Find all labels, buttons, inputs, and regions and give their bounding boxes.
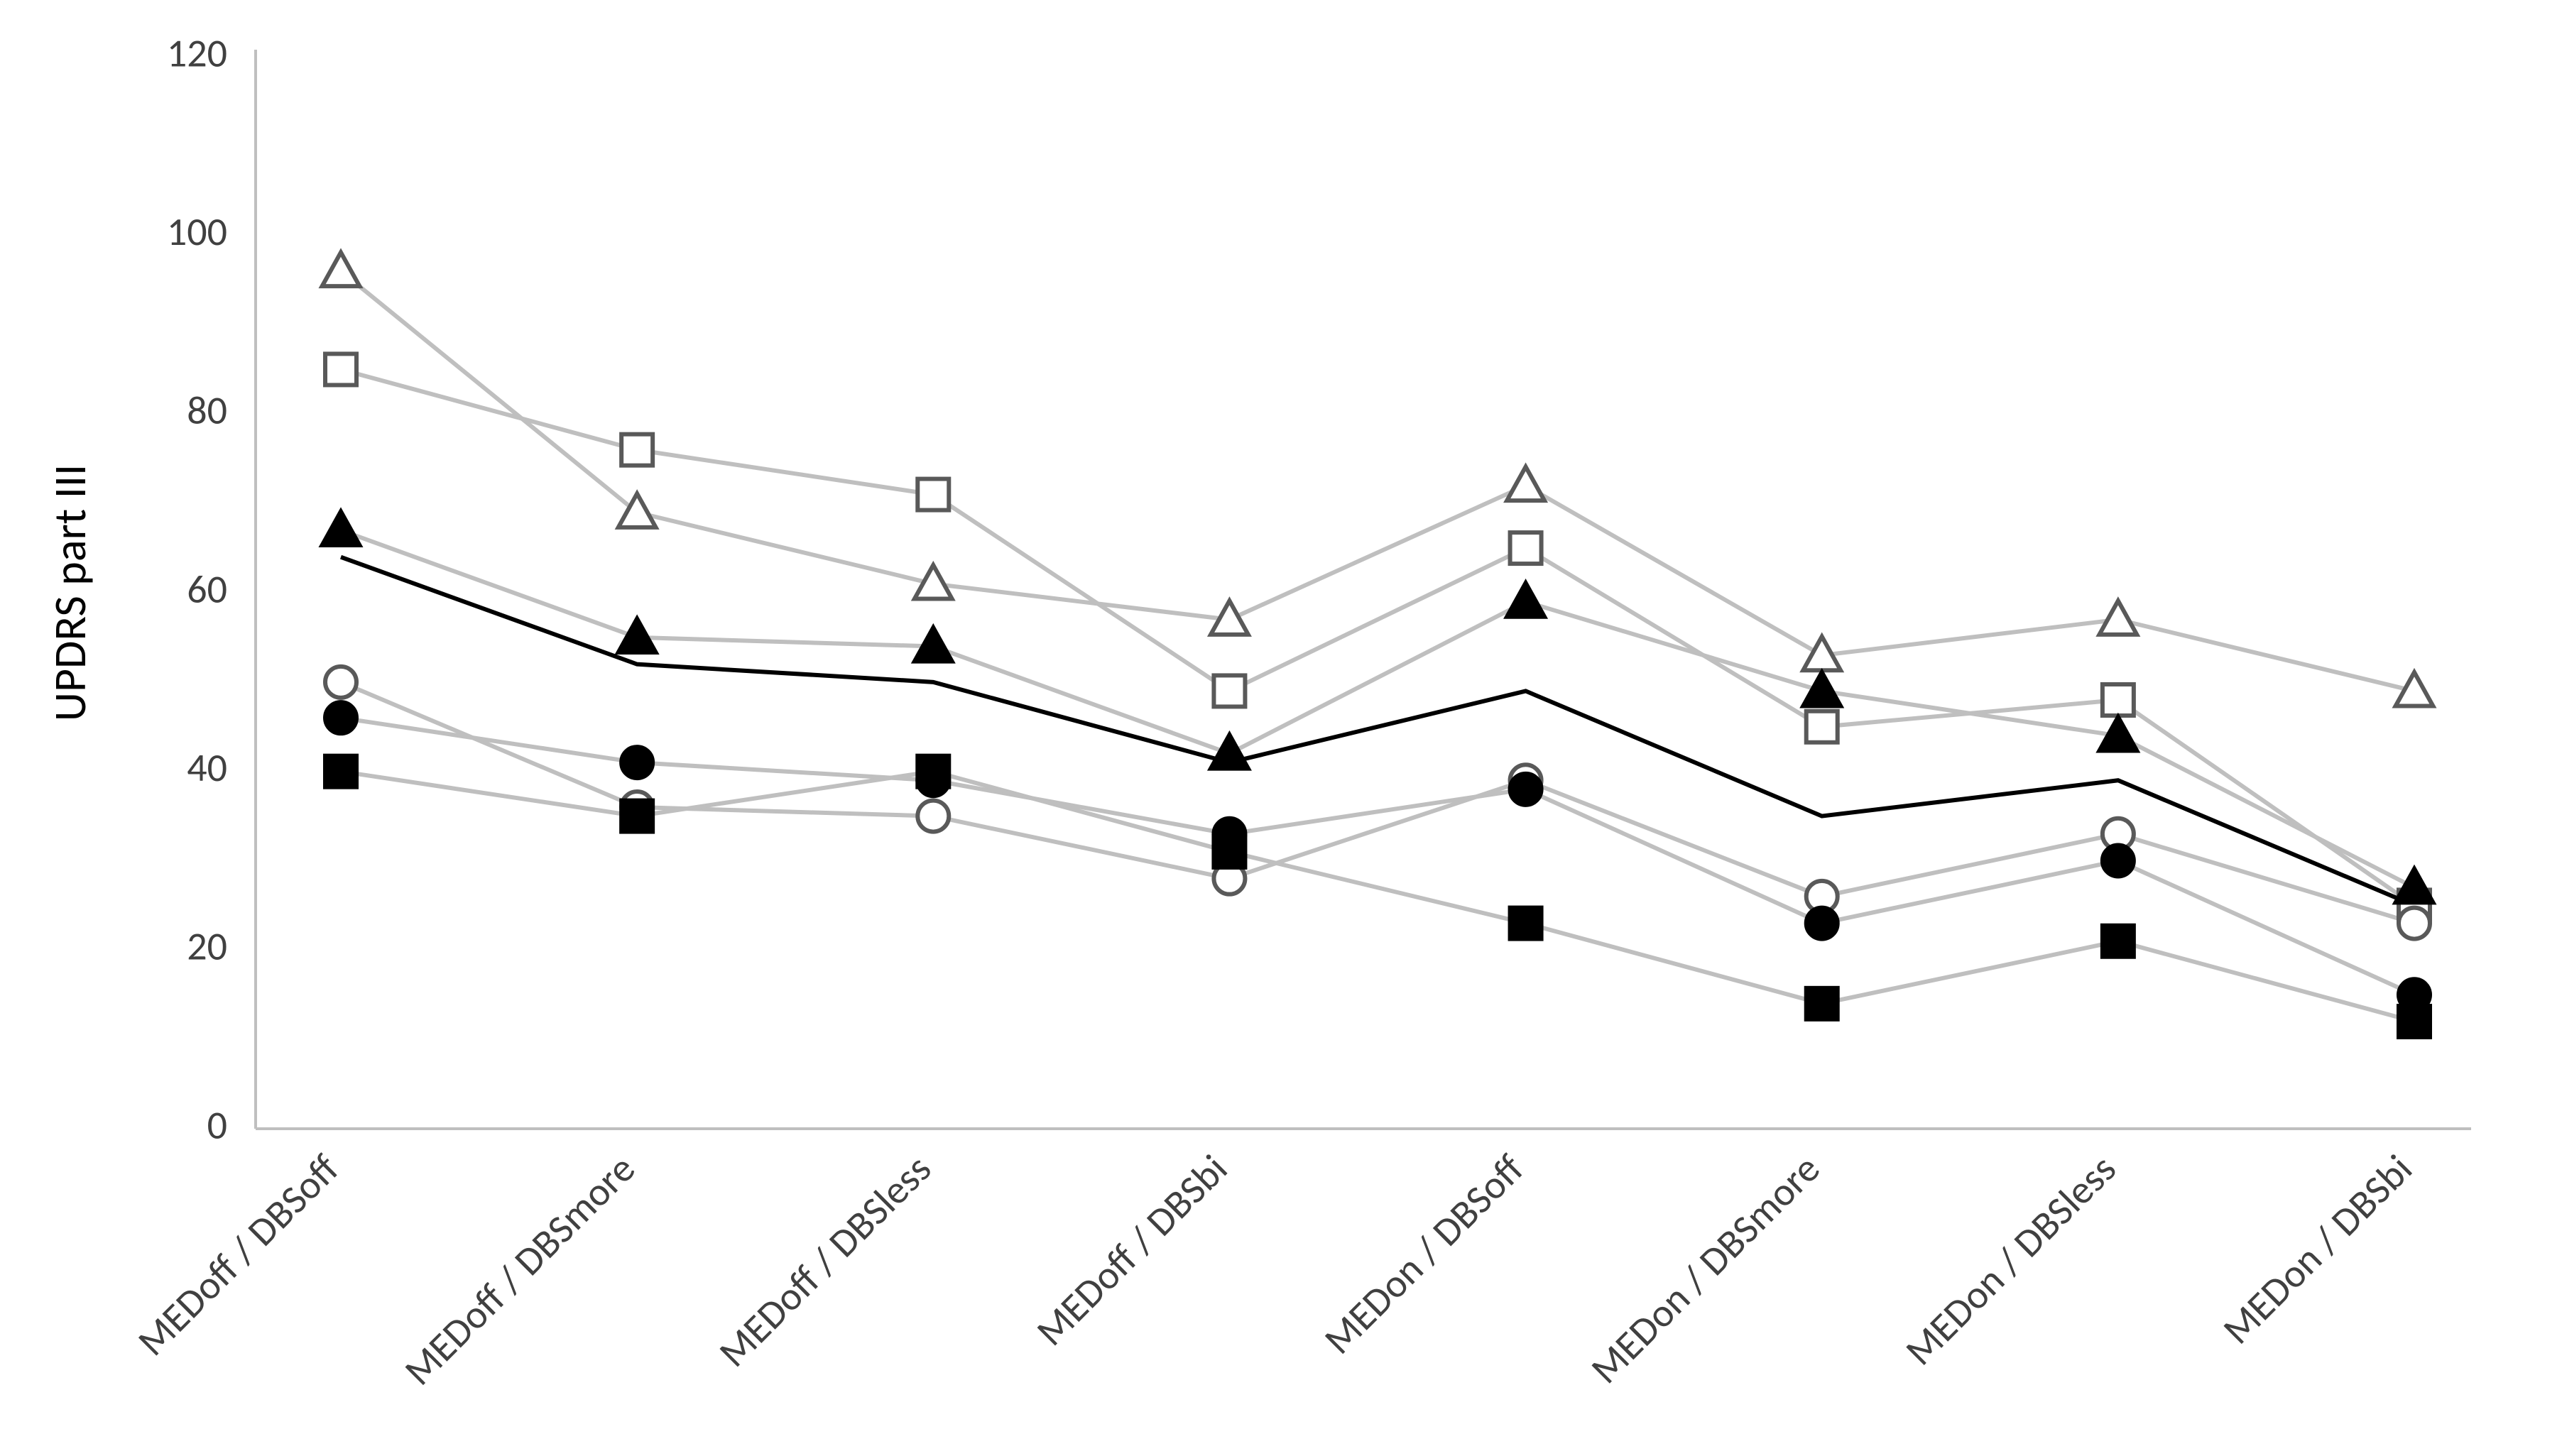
y-tick-label: 60 xyxy=(187,565,227,613)
y-tick-label: 40 xyxy=(187,744,227,792)
y-tick-label: 80 xyxy=(187,387,227,435)
x-tick-label: MEDon / DBSmore xyxy=(1581,1145,1830,1394)
y-axis-label: UPDRS part III xyxy=(43,464,98,721)
y-tick-label: 20 xyxy=(187,923,227,971)
x-tick-label: MEDon / DBSless xyxy=(1896,1145,2126,1375)
x-tick-label: MEDoff / DBSless xyxy=(709,1145,942,1377)
y-tick-label: 0 xyxy=(207,1101,227,1149)
x-tick-label: MEDoff / DBSoff xyxy=(128,1145,349,1366)
x-tick-label: MEDoff / DBSbi xyxy=(1027,1145,1238,1356)
y-tick-label: 100 xyxy=(167,208,227,256)
x-tick-label: MEDon / DBSbi xyxy=(2213,1145,2423,1354)
x-tick-label: MEDon / DBSoff xyxy=(1314,1145,1534,1364)
x-tick-label: MEDoff / DBSmore xyxy=(395,1145,645,1395)
line-chart: 0 20 40 60 80 100 120 UPDRS part III MEDoff / DB… xyxy=(0,0,2562,1456)
y-tick-label: 120 xyxy=(167,29,227,77)
chart-container: { "chart": { "type": "line", "background… xyxy=(0,0,2562,1456)
